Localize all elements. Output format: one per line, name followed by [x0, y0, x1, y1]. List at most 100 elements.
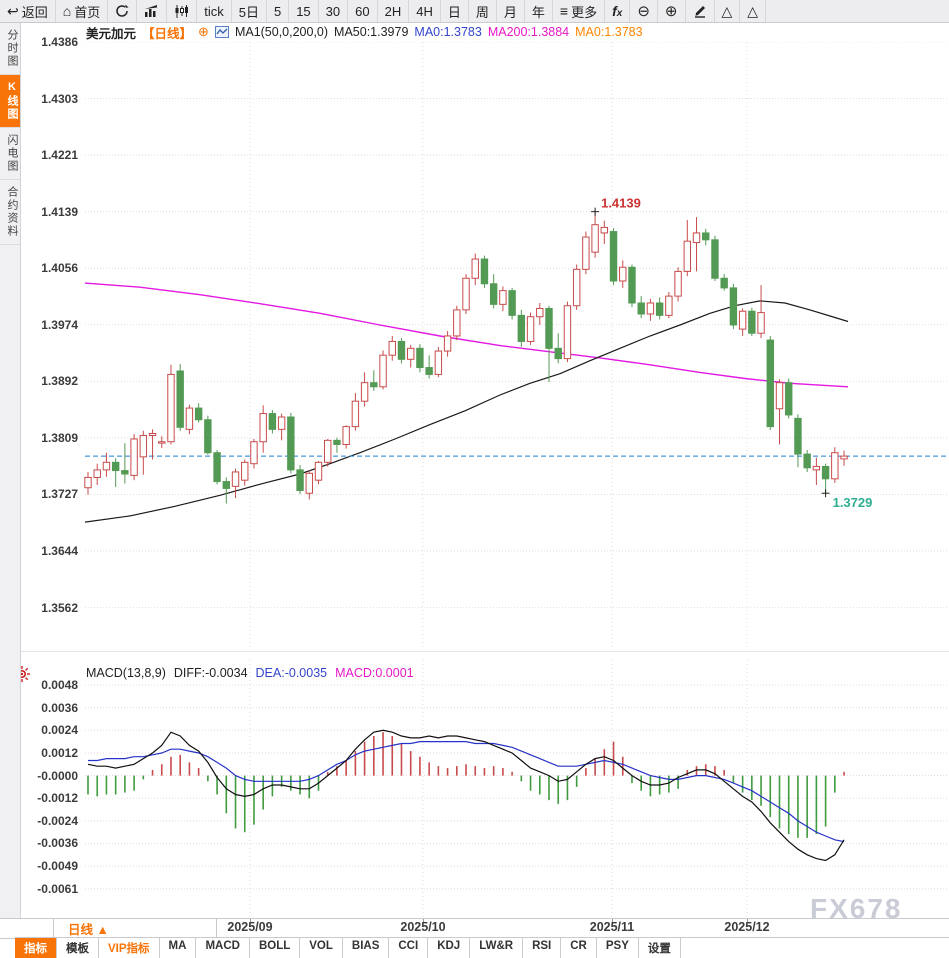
- x-axis-label: 2025/10: [400, 920, 446, 934]
- price-axis-label: 1.3727: [41, 487, 78, 502]
- area-chart-icon: [145, 4, 158, 17]
- x-axis-tick: [250, 919, 251, 923]
- candlestick-icon: [175, 4, 189, 18]
- period-label: 【日线】: [142, 26, 193, 41]
- sidebar-item-1[interactable]: K线图: [0, 75, 20, 128]
- price-axis-label: 1.4386: [41, 35, 78, 49]
- x-axis-tick: [423, 919, 424, 923]
- top-toolbar: ↩ 返回 ⌂ 首页 tick 5日 5 15 30 60 2H 4H 日周月年 ≡ 更多 fx ⊖ ⊕ △ △: [0, 0, 949, 23]
- zoom-in-icon: ⊕: [664, 2, 678, 20]
- svg-text:1.3729: 1.3729: [833, 495, 873, 510]
- tab-VOL[interactable]: VOL: [300, 938, 343, 958]
- macd-legend: MACD(13,8,9) DIFF:-0.0034 DEA:-0.0035 MA…: [86, 666, 414, 680]
- toolbar-button-15min[interactable]: 15: [289, 0, 319, 22]
- toolbar-button-line-chart[interactable]: [137, 0, 168, 22]
- x-axis-tick: [612, 919, 613, 923]
- price-axis-label: 1.3644: [41, 544, 78, 559]
- tab-BIAS[interactable]: BIAS: [343, 938, 390, 958]
- ma0-orange-value: MA0:1.3783: [575, 25, 643, 39]
- symbol-name: 美元加元: [86, 26, 137, 41]
- toolbar-button-shape-triangle-2[interactable]: △: [740, 0, 767, 22]
- toolbar-button-home[interactable]: ⌂ 首页: [56, 0, 109, 22]
- tab-模板[interactable]: 模板: [57, 938, 99, 958]
- toolbar-button-tick[interactable]: tick: [197, 0, 232, 22]
- toolbar-button-month[interactable]: 月: [497, 0, 525, 22]
- toolbar-button-2h[interactable]: 2H: [378, 0, 410, 22]
- sidebar-item-2[interactable]: 闪电图: [0, 128, 20, 180]
- price-axis-label: 1.4139: [41, 204, 78, 219]
- toolbar-button-30min[interactable]: 30: [319, 0, 349, 22]
- toolbar-button-week[interactable]: 周: [469, 0, 497, 22]
- home-icon: ⌂: [62, 3, 72, 19]
- x-axis-tick: [747, 919, 748, 923]
- main-chart-legend: 美元加元 【日线】 ⊕ MA1(50,0,200,0) MA50:1.3979 …: [86, 24, 643, 41]
- triangle-icon: △: [747, 3, 759, 19]
- macd-axis-label: -0.0036: [37, 836, 78, 851]
- candlestick-chart[interactable]: 1.4139 1.3729: [0, 42, 949, 650]
- fx-icon: fx: [612, 2, 623, 19]
- price-axis-label: 1.3974: [41, 317, 78, 332]
- diff-value: DIFF:-0.0034: [173, 666, 248, 680]
- sidebar-item-3[interactable]: 合约资料: [0, 180, 20, 245]
- refresh-icon: [116, 4, 129, 17]
- tab-CR[interactable]: CR: [561, 938, 597, 958]
- macd-chart[interactable]: [0, 660, 949, 918]
- price-axis-label: 1.4056: [41, 261, 78, 276]
- toolbar-button-5min[interactable]: 5: [267, 0, 290, 22]
- x-axis-row: 日线 ▲ 2025/09 2025/10 2025/11 2025/12: [0, 918, 949, 939]
- macd-axis-label: -0.0000: [37, 768, 78, 783]
- x-axis-label: 2025/12: [724, 920, 770, 934]
- chart-type-sidebar: 分时图 K线图 闪电图 合约资料: [0, 23, 21, 918]
- sidebar-item-0[interactable]: 分时图: [0, 23, 20, 75]
- tab-KDJ[interactable]: KDJ: [428, 938, 471, 958]
- price-axis-label: 1.3809: [41, 430, 78, 445]
- toolbar-button-draw[interactable]: [686, 0, 715, 22]
- pane-separator: [0, 651, 949, 652]
- x-axis-label: 2025/09: [227, 920, 273, 934]
- toolbar-button-shape-triangle[interactable]: △: [715, 0, 741, 22]
- price-axis-label: 1.3892: [41, 374, 78, 389]
- svg-text:1.4139: 1.4139: [601, 196, 641, 211]
- tab-RSI[interactable]: RSI: [523, 938, 562, 958]
- toolbar-button-day[interactable]: 日: [441, 0, 469, 22]
- add-indicator-icon[interactable]: ⊕: [198, 24, 209, 39]
- macd-axis-label: 0.0048: [41, 678, 78, 692]
- dea-value: DEA:-0.0035: [255, 666, 328, 680]
- price-axis-label: 1.3562: [41, 600, 78, 615]
- macd-axis-label: 0.0036: [41, 700, 78, 715]
- menu-icon: ≡: [559, 3, 569, 19]
- macd-axis-label: -0.0024: [37, 813, 78, 828]
- zoom-out-icon: ⊖: [637, 2, 650, 20]
- toolbar-button-5day[interactable]: 5日: [232, 0, 267, 22]
- macd-axis-label: 0.0024: [41, 723, 78, 738]
- back-icon: ↩: [7, 3, 19, 19]
- toolbar-button-candle-chart[interactable]: [167, 0, 198, 22]
- tab-MACD[interactable]: MACD: [196, 938, 250, 958]
- tab-CCI[interactable]: CCI: [389, 938, 429, 958]
- period-selector[interactable]: 日线 ▲: [53, 919, 217, 937]
- toolbar-button-60min[interactable]: 60: [348, 0, 378, 22]
- toolbar-button-year[interactable]: 年: [525, 0, 553, 22]
- tab-指标[interactable]: 指标: [15, 938, 57, 958]
- toolbar-button-back[interactable]: ↩ 返回: [0, 0, 56, 22]
- tab-VIP指标[interactable]: VIP指标: [99, 938, 160, 958]
- ma0-blue-value: MA0:1.3783: [414, 25, 482, 39]
- toolbar-button-more[interactable]: ≡ 更多: [553, 0, 606, 22]
- triangle-icon: △: [721, 3, 733, 19]
- macd-axis-label: 0.0012: [41, 745, 78, 760]
- toolbar-button-refresh[interactable]: [108, 0, 138, 22]
- ma50-value: MA50:1.3979: [334, 25, 409, 39]
- mini-chart-icon: [214, 26, 229, 38]
- tab-BOLL[interactable]: BOLL: [250, 938, 301, 958]
- toolbar-button-4h[interactable]: 4H: [409, 0, 441, 22]
- tab-MA[interactable]: MA: [160, 938, 197, 958]
- tab-设置[interactable]: 设置: [639, 938, 681, 958]
- tab-PSY[interactable]: PSY: [597, 938, 639, 958]
- toolbar-button-formula[interactable]: fx: [605, 0, 631, 22]
- ma200-value: MA200:1.3884: [487, 25, 570, 39]
- tab-LW&R[interactable]: LW&R: [470, 938, 524, 958]
- macd-value: MACD:0.0001: [335, 666, 414, 680]
- toolbar-button-zoom-in[interactable]: ⊕: [658, 0, 686, 22]
- ma-settings: MA1(50,0,200,0): [234, 25, 329, 39]
- toolbar-button-zoom-out[interactable]: ⊖: [630, 0, 658, 22]
